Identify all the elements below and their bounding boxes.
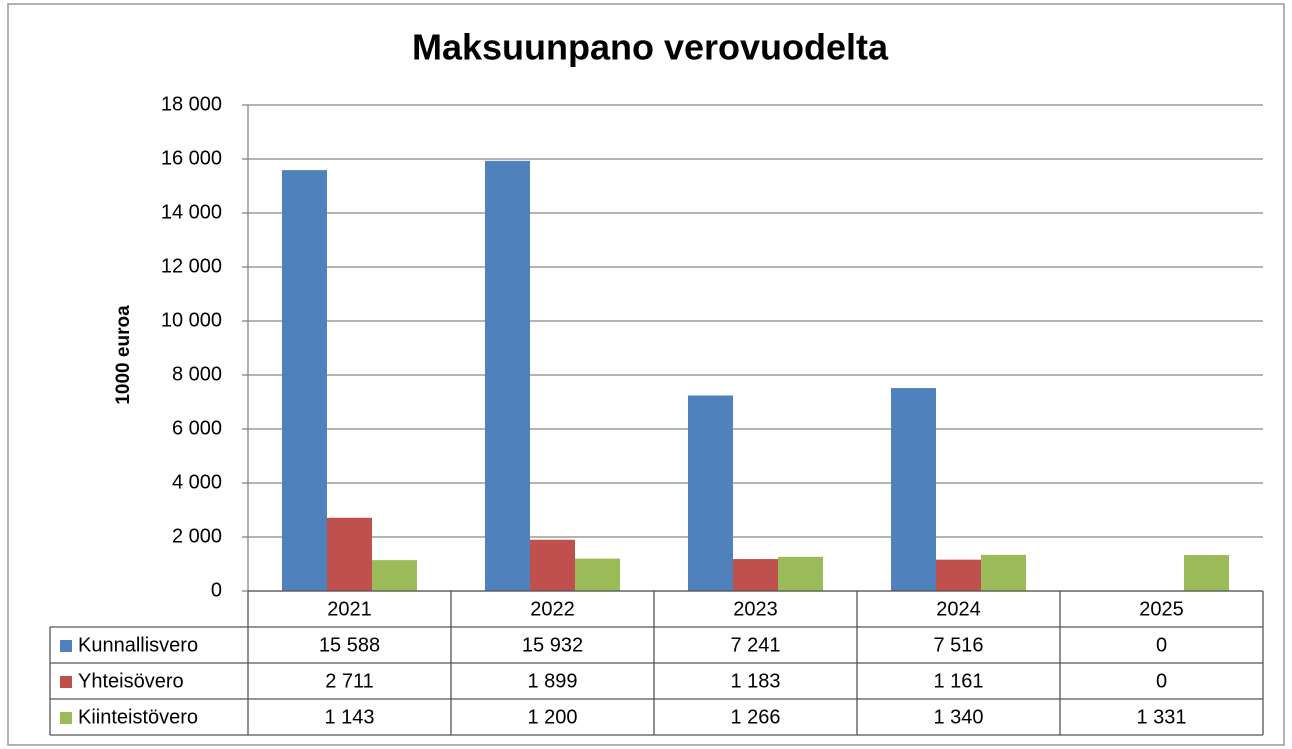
bar [981, 554, 1026, 591]
legend-label: Yhteisövero [78, 670, 184, 692]
bar [891, 388, 936, 591]
legend-key [60, 712, 72, 724]
bar [530, 539, 575, 591]
table-value: 7 516 [933, 634, 983, 656]
bar [327, 517, 372, 591]
y-tick-label: 18 000 [161, 93, 222, 115]
y-tick-label: 2 000 [172, 525, 222, 547]
y-tick-label: 6 000 [172, 417, 222, 439]
table-value: 7 241 [730, 634, 780, 656]
bar [575, 558, 620, 591]
table-value: 1 331 [1136, 706, 1186, 728]
chart-title: Maksuunpano verovuodelta [412, 27, 889, 68]
table-value: 0 [1156, 670, 1167, 692]
legend-label: Kunnallisvero [78, 634, 198, 656]
table-value: 1 161 [933, 670, 983, 692]
table-value: 1 340 [933, 706, 983, 728]
bar [688, 395, 733, 591]
table-value: 1 266 [730, 706, 780, 728]
table-value: 1 899 [527, 670, 577, 692]
bar [372, 560, 417, 591]
table-value: 15 588 [319, 634, 380, 656]
table-value: 15 932 [522, 634, 583, 656]
y-tick-label: 0 [211, 579, 222, 601]
bar [733, 559, 778, 591]
y-tick-label: 16 000 [161, 147, 222, 169]
y-tick-label: 10 000 [161, 309, 222, 331]
y-tick-label: 12 000 [161, 255, 222, 277]
bar [1184, 555, 1229, 591]
bar [282, 170, 327, 591]
y-tick-label: 14 000 [161, 201, 222, 223]
bar [485, 160, 530, 591]
legend-key [60, 640, 72, 652]
x-tick-label: 2021 [327, 598, 372, 620]
x-tick-label: 2023 [733, 598, 778, 620]
legend-label: Kiinteistövero [78, 706, 198, 728]
y-tick-label: 4 000 [172, 471, 222, 493]
x-tick-label: 2022 [530, 598, 575, 620]
x-tick-label: 2025 [1139, 598, 1184, 620]
y-axis-title: 1000 euroa [113, 305, 134, 405]
y-tick-label: 8 000 [172, 363, 222, 385]
x-tick-label: 2024 [936, 598, 981, 620]
table-value: 0 [1156, 634, 1167, 656]
bar [936, 559, 981, 591]
table-value: 1 183 [730, 670, 780, 692]
table-value: 1 200 [527, 706, 577, 728]
legend-key [60, 676, 72, 688]
table-value: 2 711 [325, 670, 374, 692]
table-value: 1 143 [324, 706, 374, 728]
bar [778, 556, 823, 591]
